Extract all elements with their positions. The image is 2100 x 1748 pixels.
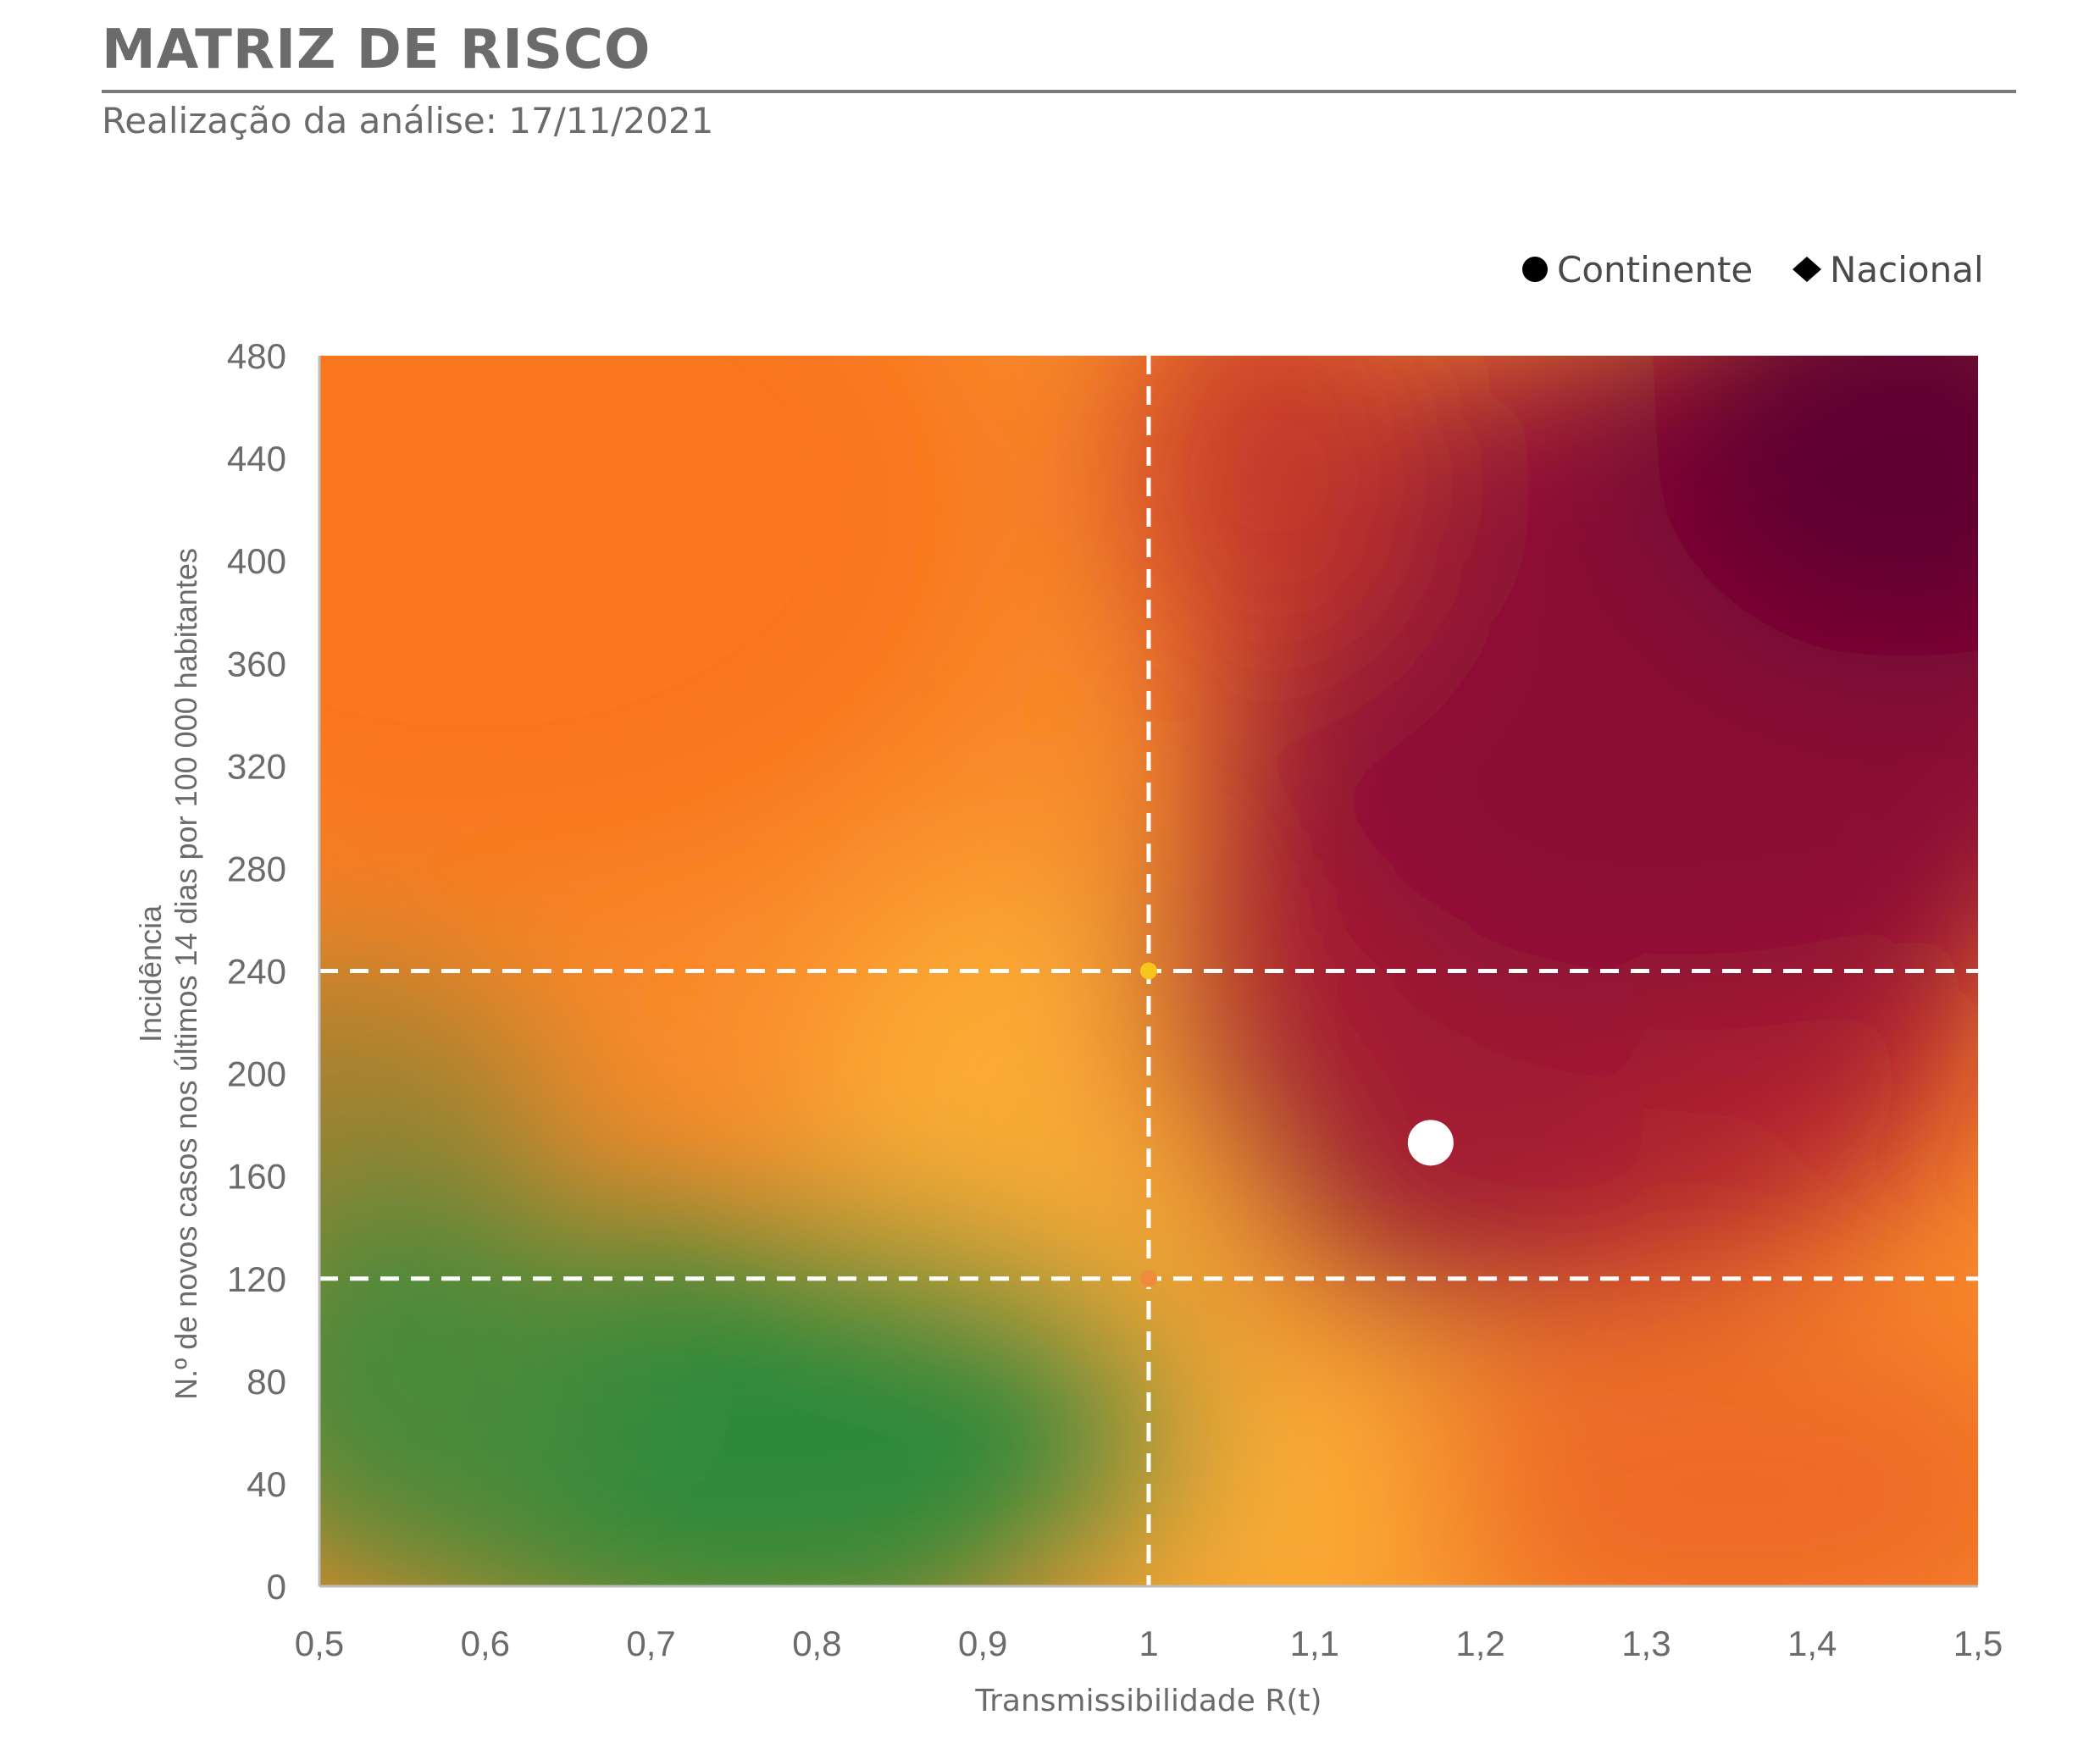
threshold-markers: [1140, 962, 1157, 1287]
x-tick-label: 1,3: [1621, 1624, 1671, 1663]
y-tick-label: 440: [227, 439, 286, 478]
analysis-date: Realização da análise: 17/11/2021: [102, 100, 714, 141]
y-tick-label: 200: [227, 1054, 286, 1094]
x-tick-label: 0,9: [958, 1624, 1007, 1663]
x-tick-label: 1,4: [1787, 1624, 1837, 1663]
y-tick-label: 480: [227, 336, 286, 376]
data-points: [1407, 1120, 1454, 1166]
x-axis-label: Transmissibilidade R(t): [974, 1684, 1322, 1718]
x-tick-label: 0,5: [295, 1624, 344, 1663]
y-axis-label: Incidência N.º de novos casos nos último…: [133, 548, 203, 1400]
x-tick-label: 1: [1139, 1624, 1158, 1663]
title-divider: [102, 90, 2016, 93]
y-tick-label: 280: [227, 849, 286, 888]
y-tick-label: 120: [227, 1259, 286, 1299]
page-title: MATRIZ DE RISCO: [102, 19, 651, 81]
legend-continente-circle-icon: [1522, 257, 1548, 282]
threshold-marker: [1140, 962, 1157, 980]
x-tick-label: 0,6: [461, 1624, 510, 1663]
y-tick-label: 80: [247, 1362, 286, 1402]
y-tick-label: 320: [227, 746, 286, 786]
y-tick-label: 40: [247, 1464, 286, 1504]
risk-gradient-background: [319, 356, 1978, 1586]
x-tick-label: 1,1: [1290, 1624, 1339, 1663]
y-tick-label: 360: [227, 644, 286, 683]
y-axis-label-line1: Incidência: [133, 904, 168, 1043]
x-axis-ticks: 0,5 0,6 0,7 0,8 0,9 1 1,1 1,2 1,3 1,4 1,5: [295, 1624, 2003, 1663]
y-axis-ticks: 0 40 80 120 160 200 240 280 320 360 400 440 480: [227, 336, 286, 1607]
legend-continente-label: Continente: [1557, 249, 1753, 290]
y-tick-label: 400: [227, 541, 286, 581]
legend-nacional-label: Nacional: [1830, 249, 1984, 290]
legend-nacional-diamond-icon: [1792, 257, 1821, 282]
point-nacional: [1418, 1126, 1443, 1150]
x-tick-label: 1,5: [1953, 1624, 2003, 1663]
y-tick-label: 160: [227, 1157, 286, 1197]
x-tick-label: 0,7: [626, 1624, 675, 1663]
x-tick-label: 0,8: [792, 1624, 841, 1663]
y-axis-label-line2: N.º de novos casos nos últimos 14 dias p…: [169, 548, 203, 1400]
y-tick-label: 240: [227, 952, 286, 992]
y-tick-label: 0: [267, 1567, 286, 1607]
legend: Continente Nacional: [1522, 249, 1984, 290]
x-tick-label: 1,2: [1455, 1624, 1504, 1663]
threshold-marker: [1140, 1270, 1157, 1287]
